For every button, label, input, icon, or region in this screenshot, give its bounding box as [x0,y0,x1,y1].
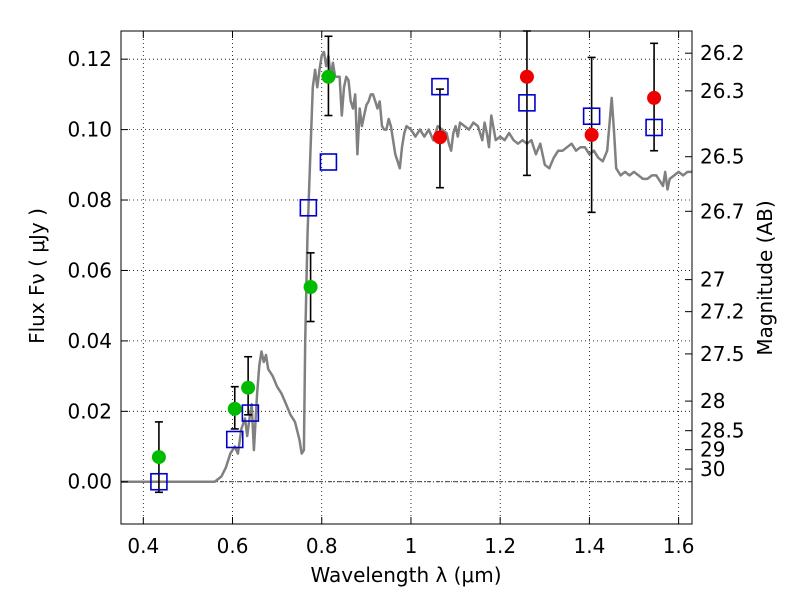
y2-tick-label: 26.2 [700,41,745,65]
model-square-point [241,404,260,422]
y2-tick-label: 30 [700,457,725,481]
data-circle-point [303,280,318,295]
y-tick-label: 0.08 [67,188,112,212]
y2-axis-label: Magnitude (AB) [753,200,777,355]
x-tick-label: 0.6 [217,534,249,558]
y-tick-label: 0.10 [67,118,112,142]
plot-frame [120,30,693,525]
y2-tick-label: 28.5 [700,419,745,443]
x-tick-label: 0.4 [127,534,159,558]
x-tick-label: 0.8 [306,534,338,558]
x-tick-label: 1.4 [573,534,605,558]
y2-tick-label: 28 [700,389,725,413]
data-circle-point [432,130,447,145]
x-tick-label: 1.2 [484,534,516,558]
model-square-point [431,77,449,96]
plot-area [121,30,692,494]
data-circle-point [321,69,336,84]
y-tick-label: 0.04 [67,329,112,353]
y2-tick-label: 27 [700,268,725,292]
y2-tick-label: 27.2 [700,300,745,324]
y-axis-label: Flux Fν ( μJy ) [25,208,49,344]
y2-tick-label: 26.5 [700,145,745,169]
data-circle-point [227,401,242,416]
model-square-point [150,472,168,491]
data-circle-point [647,90,662,105]
model-square-point [518,94,536,112]
model-square-point [582,107,601,126]
y2-tick-label: 27.5 [700,342,745,366]
y2-tick-label: 29 [700,438,725,462]
model-square-point [225,430,244,449]
y-tick-label: 0.06 [67,258,112,282]
y-tick-label: 0.02 [67,399,112,423]
data-circle-point [584,127,599,142]
x-axis-label: Wavelength λ (μm) [310,563,501,587]
y2-tick-label: 26.3 [700,79,745,103]
x-tick-label: 1 [405,534,418,558]
x-tick-label: 1.6 [663,534,695,558]
spectrum-line [121,50,692,483]
data-circle-point [151,450,166,465]
model-square-point [319,153,338,171]
data-circle-point [519,69,534,84]
ticks: 0.4 0.6 0.8 1 1.2 1.4 1.6 0.00 0.02 0.04 0.06 0.08 0… [67,31,745,558]
data-circle-point [241,380,256,395]
y-tick-label: 0.00 [67,470,112,494]
y-tick-label: 0.12 [67,47,112,71]
y2-tick-label: 26.7 [700,199,745,223]
model-square-point [645,118,663,137]
model-square-point [299,198,318,217]
